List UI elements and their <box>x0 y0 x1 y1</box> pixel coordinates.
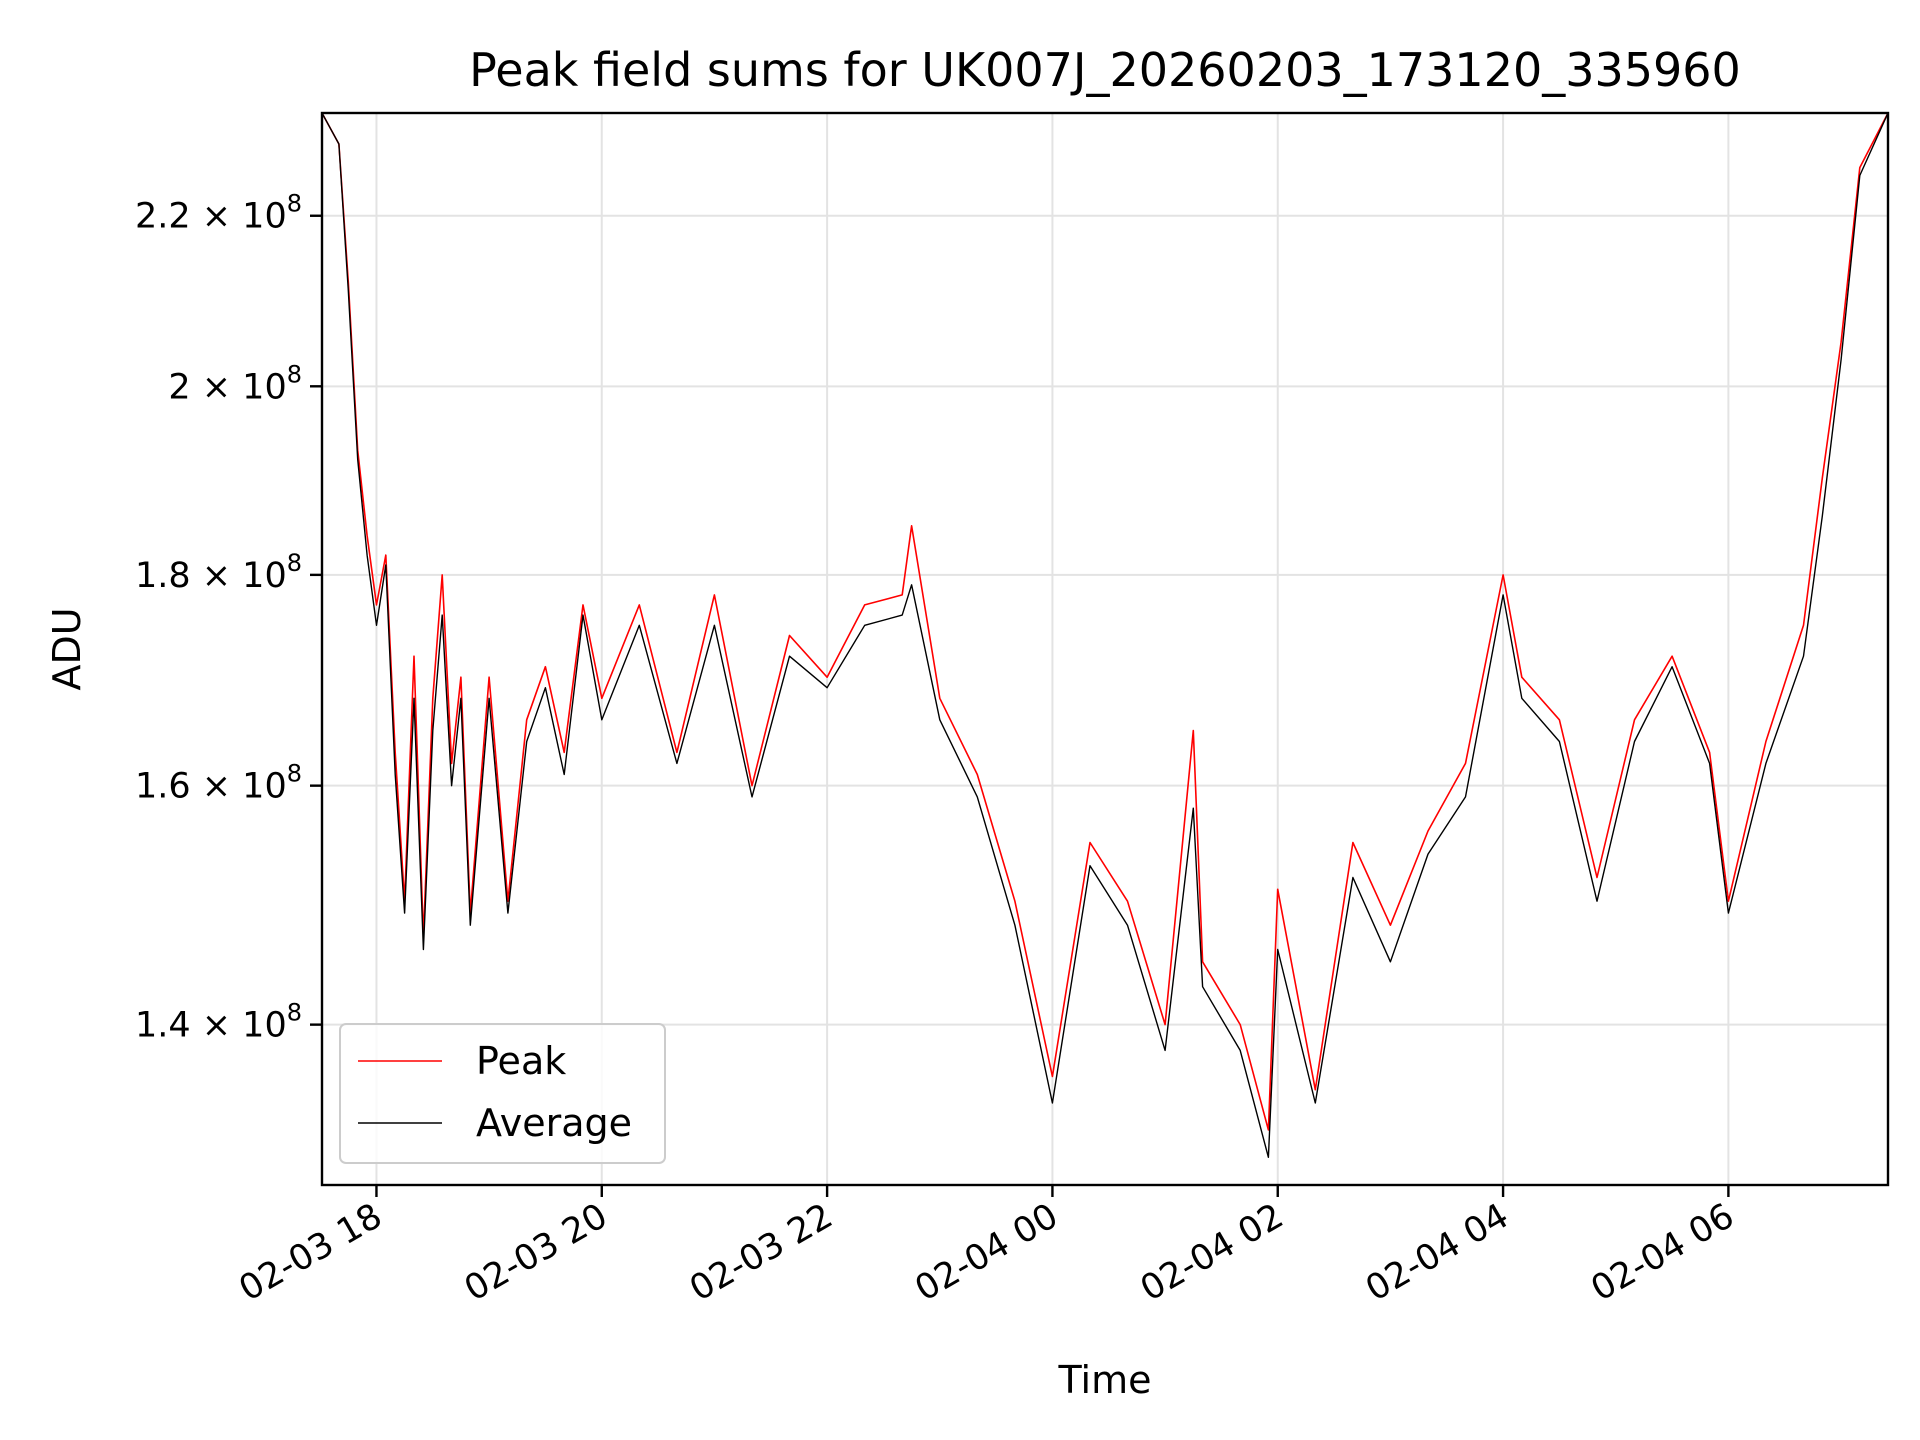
series-line-average <box>321 112 1889 1159</box>
y-tick-label: 2.2 × 108 <box>135 190 302 237</box>
plot-frame <box>320 111 1890 1187</box>
legend: Peak Average <box>339 1023 666 1164</box>
legend-label-average: Average <box>476 1101 632 1145</box>
series-line-peak <box>321 112 1889 1131</box>
legend-box <box>339 1023 666 1164</box>
chart-title: Peak field sums for UK007J_20260203_1731… <box>469 43 1741 97</box>
y-tick-label: 1.4 × 108 <box>135 999 302 1046</box>
y-tick-label: 1.6 × 108 <box>135 760 302 807</box>
y-tick-label: 1.8 × 108 <box>135 549 302 596</box>
x-axis-label: Time <box>1058 1358 1152 1402</box>
series-layer <box>321 112 1889 1159</box>
y-axis-label: ADU <box>45 607 89 690</box>
y-tick-label: 2 × 108 <box>168 360 302 407</box>
legend-label-peak: Peak <box>476 1039 566 1083</box>
